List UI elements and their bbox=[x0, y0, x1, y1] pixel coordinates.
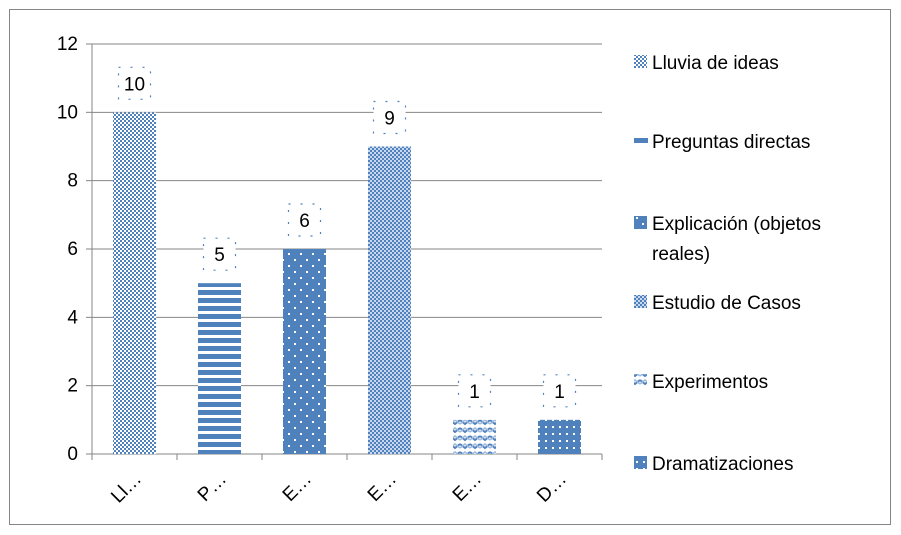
bar-5 bbox=[453, 419, 496, 454]
legend-swatch bbox=[634, 456, 647, 469]
x-tick-label: E… bbox=[279, 469, 316, 506]
legend: Lluvia de ideas Preguntas directas Explica… bbox=[634, 53, 821, 475]
y-axis-ticks: 0 2 4 6 8 10 12 bbox=[57, 34, 79, 465]
x-tick-label: E… bbox=[449, 469, 486, 506]
y-tick-label: 0 bbox=[67, 444, 78, 465]
data-label: 9 bbox=[384, 109, 395, 130]
y-tick-label: 6 bbox=[67, 239, 78, 260]
axes bbox=[86, 43, 603, 460]
bar-4 bbox=[368, 146, 411, 454]
legend-item-4: Estudio de Casos bbox=[634, 293, 801, 314]
legend-swatch bbox=[634, 216, 647, 229]
legend-swatch bbox=[634, 374, 647, 387]
legend-item-5: Experimentos bbox=[634, 372, 768, 393]
y-tick-label: 2 bbox=[67, 376, 78, 397]
bars bbox=[113, 112, 581, 454]
legend-label: reales) bbox=[652, 244, 710, 265]
y-tick-label: 8 bbox=[67, 171, 78, 192]
data-label-box bbox=[287, 203, 322, 237]
legend-item-6: Dramatizaciones bbox=[634, 454, 794, 475]
data-label-box bbox=[542, 374, 577, 408]
data-label-box bbox=[117, 66, 152, 100]
bar-1 bbox=[113, 112, 156, 454]
x-tick-label: P… bbox=[194, 469, 231, 506]
y-tick-label: 12 bbox=[57, 34, 78, 55]
legend-swatch bbox=[634, 55, 647, 68]
data-label: 5 bbox=[214, 245, 225, 266]
legend-label: Lluvia de ideas bbox=[652, 53, 779, 74]
data-label-box bbox=[202, 237, 237, 271]
chart-area: 0 2 4 6 8 10 12 10 5 6 9 1 1 Ll… P… E… E… E… D… Lluvia d… bbox=[9, 9, 891, 525]
data-label: 1 bbox=[554, 382, 565, 403]
legend-label: Dramatizaciones bbox=[652, 454, 794, 475]
x-axis-ticks: Ll… P… E… E… E… D… bbox=[107, 469, 571, 508]
data-labels: 10 5 6 9 1 1 bbox=[117, 66, 577, 408]
y-tick-label: 4 bbox=[67, 307, 78, 328]
data-label-box bbox=[457, 374, 492, 408]
legend-swatch bbox=[634, 138, 648, 143]
legend-label: Estudio de Casos bbox=[652, 293, 801, 314]
x-tick-label: D… bbox=[533, 469, 571, 507]
bar-chart: 0 2 4 6 8 10 12 10 5 6 9 1 1 Ll… P… E… E… E… D… Lluvia d… bbox=[57, 34, 821, 508]
data-label: 10 bbox=[124, 74, 145, 95]
legend-item-2: Preguntas directas bbox=[634, 132, 810, 153]
legend-label: Preguntas directas bbox=[652, 132, 810, 153]
bar-6 bbox=[538, 419, 581, 454]
legend-label: Experimentos bbox=[652, 372, 768, 393]
data-label-box bbox=[372, 100, 407, 135]
bar-3 bbox=[283, 249, 326, 454]
legend-item-3: Explicación (objetos reales) bbox=[634, 214, 821, 265]
legend-swatch bbox=[634, 295, 647, 308]
legend-item-1: Lluvia de ideas bbox=[634, 53, 779, 74]
x-tick-label: Ll… bbox=[107, 469, 146, 508]
data-label: 1 bbox=[469, 382, 480, 403]
x-tick-label: E… bbox=[364, 469, 401, 506]
bar-2 bbox=[198, 283, 241, 454]
gridlines bbox=[92, 43, 602, 387]
y-tick-label: 10 bbox=[57, 102, 78, 123]
legend-label: Explicación (objetos bbox=[652, 214, 821, 235]
data-label: 6 bbox=[299, 211, 310, 232]
